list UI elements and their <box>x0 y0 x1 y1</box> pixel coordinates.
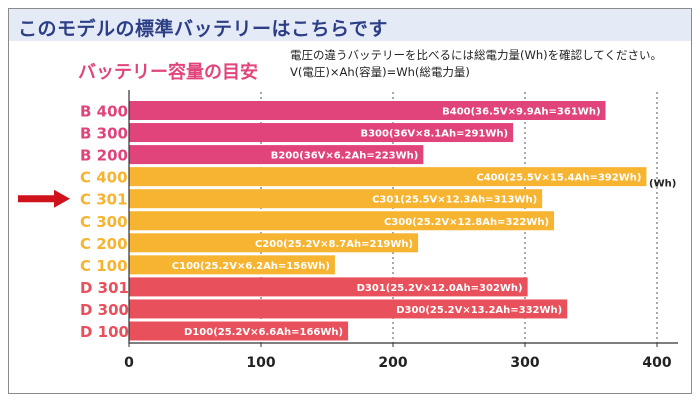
bar <box>129 123 514 143</box>
x-unit-label: (Wh) <box>649 179 676 190</box>
category-label: D 301 <box>80 279 129 297</box>
data-label: C301(25.5V×12.3Ah=313Wh) <box>372 195 537 206</box>
header-band <box>9 9 691 41</box>
data-label: D300(25.2V×13.2Ah=332Wh) <box>396 305 562 316</box>
data-label: B200(36V×6.2Ah=223Wh) <box>271 151 419 162</box>
comparison-note: 電圧の違うバッテリーを比べるには総電力量(Wh)を確認してください。 <box>290 48 662 62</box>
x-tick-label: 100 <box>246 355 275 371</box>
category-label: C 200 <box>80 235 128 253</box>
category-label: B 300 <box>80 125 128 143</box>
category-label: D 100 <box>80 323 129 341</box>
category-label: C 100 <box>80 257 128 275</box>
x-tick-label: 0 <box>124 355 134 371</box>
data-label: B300(36V×8.1Ah=291Wh) <box>360 129 508 140</box>
bar <box>129 255 335 275</box>
data-label: D301(25.2V×12.0Ah=302Wh) <box>357 283 523 294</box>
category-label: D 300 <box>80 301 129 319</box>
data-label: C100(25.2V×6.2Ah=156Wh) <box>172 261 330 272</box>
category-label: C 301 <box>80 191 128 209</box>
category-label: B 400 <box>80 103 128 121</box>
data-label: B400(36.5V×9.9Ah=361Wh) <box>442 107 600 118</box>
x-tick-label: 200 <box>378 355 407 371</box>
bar <box>129 211 555 231</box>
bar <box>129 277 528 297</box>
bar <box>129 321 349 341</box>
data-label: C300(25.2V×12.8Ah=322Wh) <box>384 217 549 228</box>
chart-subtitle: バッテリー容量の目安 <box>78 62 258 83</box>
bar <box>129 145 424 165</box>
page-title: このモデルの標準バッテリーはこちらです <box>18 18 388 40</box>
category-label: C 300 <box>80 213 128 231</box>
category-label: C 400 <box>80 169 128 187</box>
category-label: B 200 <box>80 147 128 165</box>
bar <box>129 101 606 120</box>
axes: B 400 B 300 B 200 C 400 C 301 C 300 C 200 C 100… <box>18 90 678 371</box>
bar <box>129 189 543 209</box>
highlight-arrow-icon <box>18 189 70 208</box>
formula-note: V(電圧)×Ah(容量)=Wh(総電力量) <box>290 65 470 79</box>
data-label: C200(25.2V×8.7Ah=219Wh) <box>255 239 413 250</box>
x-tick-label: 300 <box>510 355 539 371</box>
bar <box>129 299 568 319</box>
bar <box>129 233 419 253</box>
bar <box>129 167 647 187</box>
data-label: D100(25.2V×6.6Ah=166Wh) <box>184 327 343 338</box>
x-tick-label: 400 <box>642 355 671 371</box>
data-label: C400(25.5V×15.4Ah=392Wh) <box>476 173 641 184</box>
bars: B400(36.5V×9.9Ah=361Wh) B300(36V×8.1Ah=29… <box>129 101 647 341</box>
